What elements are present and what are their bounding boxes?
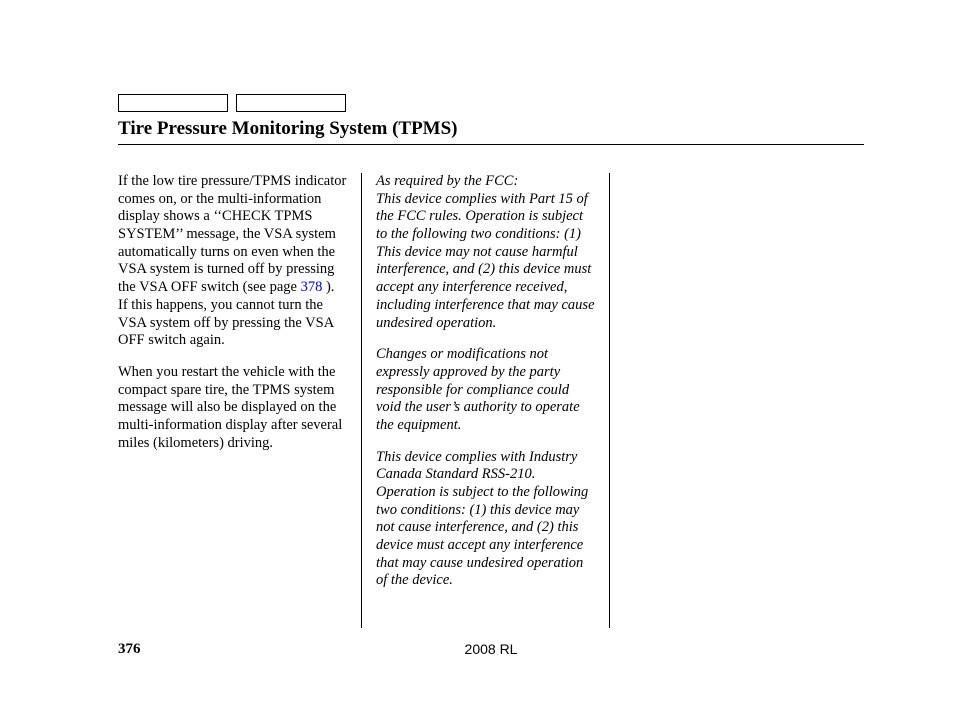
page-ref-link[interactable]: 378 bbox=[301, 279, 323, 295]
col1-para-2: When you restart the vehicle with the co… bbox=[118, 364, 347, 452]
content-columns: If the low tire pressure/TPMS indicator … bbox=[118, 173, 864, 628]
col1-para-1: If the low tire pressure/TPMS indicator … bbox=[118, 173, 347, 350]
manual-page: Tire Pressure Monitoring System (TPMS) I… bbox=[0, 0, 954, 710]
title-underline bbox=[118, 144, 864, 145]
column-3 bbox=[610, 173, 858, 628]
col2-para-3: This device complies with Industry Canad… bbox=[376, 449, 595, 591]
header-box-1 bbox=[118, 94, 228, 112]
page-footer: 376 2008 RL bbox=[118, 641, 864, 658]
header-box-2 bbox=[236, 94, 346, 112]
section-title: Tire Pressure Monitoring System (TPMS) bbox=[118, 118, 864, 144]
model-year-label: 2008 RL bbox=[465, 641, 518, 657]
column-1: If the low tire pressure/TPMS indicator … bbox=[118, 173, 362, 628]
col2-para-2: Changes or modifications not expressly a… bbox=[376, 346, 595, 434]
col2-para-1: As required by the FCC: This device comp… bbox=[376, 173, 595, 332]
header-box-row bbox=[118, 94, 864, 112]
col1-p1-text-a: If the low tire pressure/TPMS indicator … bbox=[118, 173, 346, 295]
column-2: As required by the FCC: This device comp… bbox=[362, 173, 610, 628]
page-number: 376 bbox=[118, 641, 141, 658]
